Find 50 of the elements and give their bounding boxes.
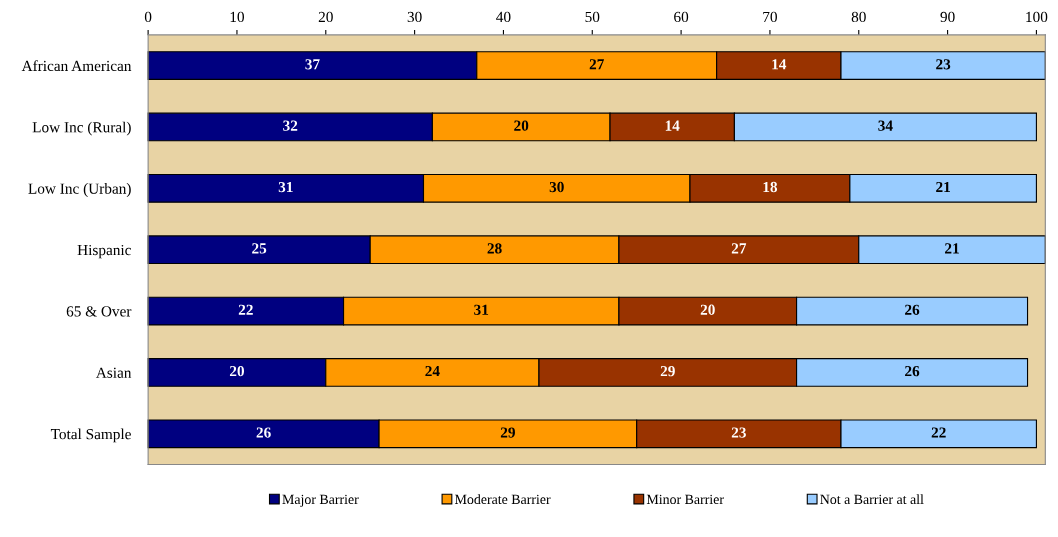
- x-tick-label: 60: [674, 11, 689, 23]
- data-label: 26: [905, 304, 920, 315]
- data-label: 21: [936, 181, 950, 193]
- data-label: 30: [549, 181, 564, 193]
- x-tick-label: 10: [230, 11, 245, 23]
- x-tick-label: 50: [585, 11, 600, 23]
- legend-label: Minor Barrier: [646, 494, 724, 505]
- data-label: 27: [589, 59, 604, 70]
- y-tick-label: Low Inc (Urban): [28, 183, 131, 197]
- y-tick-label: 65 & Over: [66, 306, 132, 317]
- data-label: 20: [229, 365, 245, 377]
- data-label: 34: [878, 120, 893, 131]
- x-tick-label: 40: [496, 11, 511, 23]
- data-label: 22: [238, 304, 253, 315]
- data-label: 20: [700, 304, 715, 315]
- data-label: 22: [931, 427, 946, 438]
- legend-label: Major Barrier: [282, 494, 359, 507]
- data-label: 29: [500, 427, 515, 438]
- data-label: 25: [252, 243, 267, 254]
- data-label: 18: [763, 181, 778, 193]
- x-tick-label: 20: [318, 11, 333, 23]
- y-tick-label: African American: [21, 60, 132, 72]
- x-tick-label: 100: [1026, 11, 1048, 23]
- data-label: 23: [936, 59, 951, 70]
- x-tick-label: 70: [763, 11, 777, 23]
- data-label: 21: [945, 243, 959, 254]
- data-label: 29: [660, 366, 675, 377]
- data-label: 31: [474, 304, 489, 315]
- data-label: 14: [772, 59, 787, 70]
- data-label: 24: [425, 366, 440, 377]
- y-tick-label: Total Sample: [50, 428, 131, 443]
- legend-label: Moderate Barrier: [454, 494, 551, 505]
- data-label: 26: [905, 366, 920, 377]
- data-label: 23: [731, 427, 746, 438]
- x-tick-label: 90: [940, 11, 955, 23]
- y-tick-label: Hispanic: [77, 244, 131, 259]
- x-tick-label: 0: [144, 11, 152, 23]
- data-label: 31: [278, 181, 293, 193]
- data-label: 20: [514, 120, 529, 131]
- x-tick-label: 30: [407, 11, 422, 23]
- legend-label: Not a Barrier at all: [820, 494, 924, 505]
- data-label: 27: [731, 243, 747, 254]
- data-label: 32: [283, 120, 298, 131]
- y-tick-label: Low Inc (Rural): [32, 121, 131, 136]
- data-label: 37: [305, 59, 320, 70]
- data-label: 14: [665, 120, 680, 131]
- x-tick-label: 80: [851, 11, 866, 23]
- data-label: 28: [487, 243, 502, 254]
- y-tick-label: Asian: [95, 367, 132, 378]
- data-label: 26: [256, 427, 271, 438]
